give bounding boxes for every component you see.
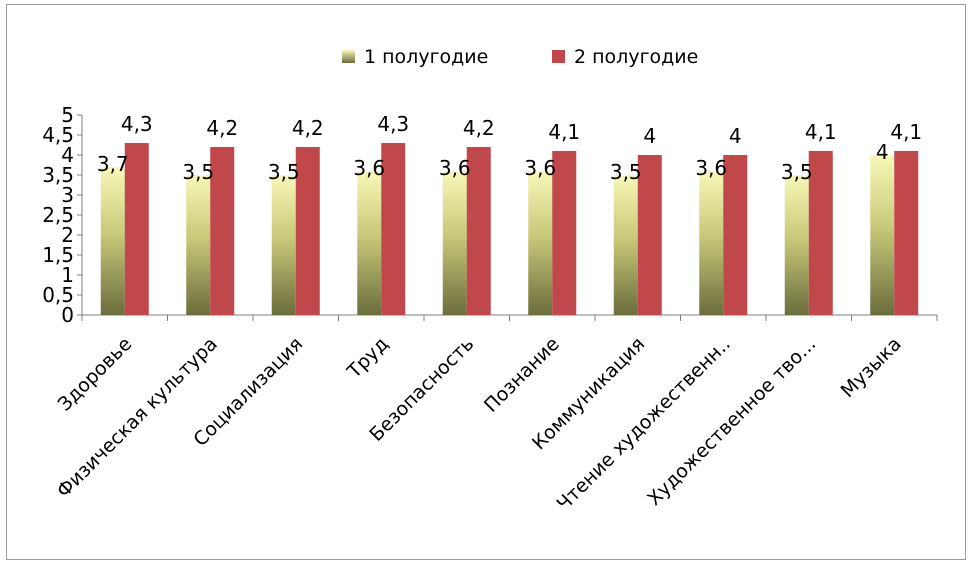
bar-series-1 [784, 175, 809, 315]
x-category-label: Художественное тво... [643, 333, 820, 510]
y-tick-label: 2,5 [42, 203, 74, 227]
x-category-label: Музыка [837, 333, 906, 402]
bar-series-2 [295, 147, 320, 315]
bar-series-2 [723, 155, 748, 315]
y-tick-label: 3,5 [42, 163, 74, 187]
bar-series-1 [271, 175, 296, 315]
y-tick-label: 4,5 [42, 123, 74, 147]
data-label-series-2: 4,2 [463, 116, 495, 140]
bar-series-2 [381, 143, 406, 315]
data-label-series-2: 4,1 [548, 120, 580, 144]
y-tick-label: 2 [61, 223, 74, 247]
bar-series-1 [357, 171, 382, 315]
bars [100, 143, 919, 315]
bar-series-2 [124, 143, 149, 315]
bar-series-1 [442, 171, 467, 315]
y-tick-label: 5 [61, 103, 74, 127]
legend-label-2: 2 полугодие [574, 46, 698, 68]
data-label-series-1: 3,5 [610, 160, 642, 184]
legend-swatch-1 [342, 50, 355, 63]
data-label-series-2: 4 [643, 124, 656, 148]
data-label-series-1: 3,5 [182, 160, 214, 184]
data-label-series-1: 3,6 [439, 156, 471, 180]
data-label-series-1: 3,5 [781, 160, 813, 184]
data-label-series-1: 3,6 [353, 156, 385, 180]
chart-frame: 1 полугодие 2 полугодие 0 0,5 1 1,5 2 2,5 3 3,5 4… [6, 4, 966, 560]
y-tick-label: 1 [61, 263, 74, 287]
x-category-label: Познание [480, 333, 564, 417]
y-tick-label: 0 [61, 303, 74, 327]
bar-chart: 1 полугодие 2 полугодие 00,511,522,533,54… [42, 46, 938, 515]
bar-series-1 [699, 171, 724, 315]
legend: 1 полугодие 2 полугодие [342, 46, 698, 68]
data-label-series-1: 4 [876, 140, 889, 164]
bar-series-1 [870, 155, 895, 315]
bar-series-1 [613, 175, 638, 315]
data-label-series-2: 4,1 [805, 120, 837, 144]
y-tick-label: 4 [61, 143, 74, 167]
y-tick-label: 3 [61, 183, 74, 207]
bar-series-2 [210, 147, 235, 315]
data-label-series-2: 4,3 [377, 112, 409, 136]
legend-label-1: 1 полугодие [364, 46, 488, 68]
bar-series-1 [528, 171, 553, 315]
x-category-label: Чтение художественн.. [553, 333, 735, 515]
y-tick-label: 0,5 [42, 283, 74, 307]
data-label-series-2: 4,2 [206, 116, 238, 140]
data-label-series-2: 4,3 [121, 112, 153, 136]
legend-swatch-2 [552, 50, 565, 63]
data-label-series-2: 4,2 [292, 116, 324, 140]
bar-series-1 [186, 175, 211, 315]
bar-series-2 [808, 151, 833, 315]
bar-series-2 [637, 155, 662, 315]
bar-series-1 [100, 167, 125, 315]
y-tick-label: 1,5 [42, 243, 74, 267]
x-category-label: Физическая культура [53, 333, 222, 502]
bar-series-2 [894, 151, 919, 315]
bar-series-2 [466, 147, 491, 315]
data-label-series-2: 4 [729, 124, 742, 148]
x-category-label: Здоровье [54, 333, 137, 416]
data-label-series-1: 3,7 [97, 152, 129, 176]
data-label-series-1: 3,5 [268, 160, 300, 184]
bar-series-2 [552, 151, 577, 315]
data-labels: 3,74,33,54,23,54,23,64,33,64,23,64,13,54… [97, 112, 922, 184]
data-label-series-2: 4,1 [890, 120, 922, 144]
data-label-series-1: 3,6 [524, 156, 556, 180]
x-category-label: Труд [343, 333, 393, 383]
data-label-series-1: 3,6 [695, 156, 727, 180]
